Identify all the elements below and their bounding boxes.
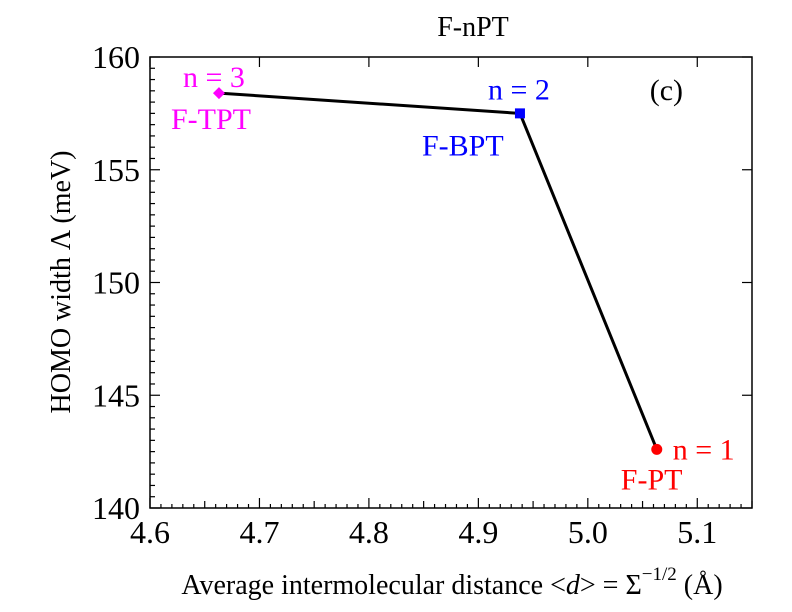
x-axis-label-exponent: −1/2 bbox=[642, 564, 677, 585]
x-tick-label: 5.1 bbox=[677, 514, 717, 550]
point-n-label: n = 2 bbox=[488, 73, 550, 106]
point-n-label: n = 3 bbox=[183, 61, 245, 94]
y-tick-label: 160 bbox=[92, 39, 140, 75]
x-axis: 4.6 4.7 4.8 4.9 5.0 5.1 bbox=[130, 57, 753, 550]
point-molecule-label: F-PT bbox=[621, 463, 683, 496]
chart-title: F-nPT bbox=[437, 12, 509, 43]
y-tick-label: 155 bbox=[92, 152, 140, 188]
x-tick-label: 4.7 bbox=[239, 514, 279, 550]
point-molecule-label: F-TPT bbox=[171, 103, 251, 136]
x-tick-label: 4.8 bbox=[349, 514, 389, 550]
x-axis-label-suffix: (Å) bbox=[677, 570, 723, 601]
y-tick-label: 140 bbox=[92, 490, 140, 526]
y-tick-label: 150 bbox=[92, 265, 140, 301]
x-axis-label-italic: d bbox=[566, 570, 581, 601]
marker-diamond bbox=[212, 87, 225, 100]
point-n-label: n = 1 bbox=[673, 433, 735, 466]
point-molecule-label: F-BPT bbox=[422, 129, 504, 162]
x-tick-label: 4.6 bbox=[130, 514, 170, 550]
x-axis-label: Average intermolecular distance <d> = Σ−… bbox=[181, 564, 722, 601]
x-axis-label-prefix: Average intermolecular distance < bbox=[181, 570, 566, 601]
data-points: n = 3 F-TPT n = 2 F-BPT n = 1F-PT bbox=[171, 61, 735, 496]
x-tick-label: 4.9 bbox=[458, 514, 498, 550]
y-axis: 140 145 150 155 160 bbox=[92, 39, 752, 526]
y-axis-label: HOMO width Λ (meV) bbox=[46, 151, 77, 414]
x-tick-label: 5.0 bbox=[568, 514, 608, 550]
panel-label: (c) bbox=[650, 74, 683, 107]
marker-square bbox=[514, 108, 525, 119]
marker-circle bbox=[651, 443, 663, 455]
y-tick-label: 145 bbox=[92, 377, 140, 413]
x-axis-label-middle: > = Σ bbox=[580, 570, 642, 601]
